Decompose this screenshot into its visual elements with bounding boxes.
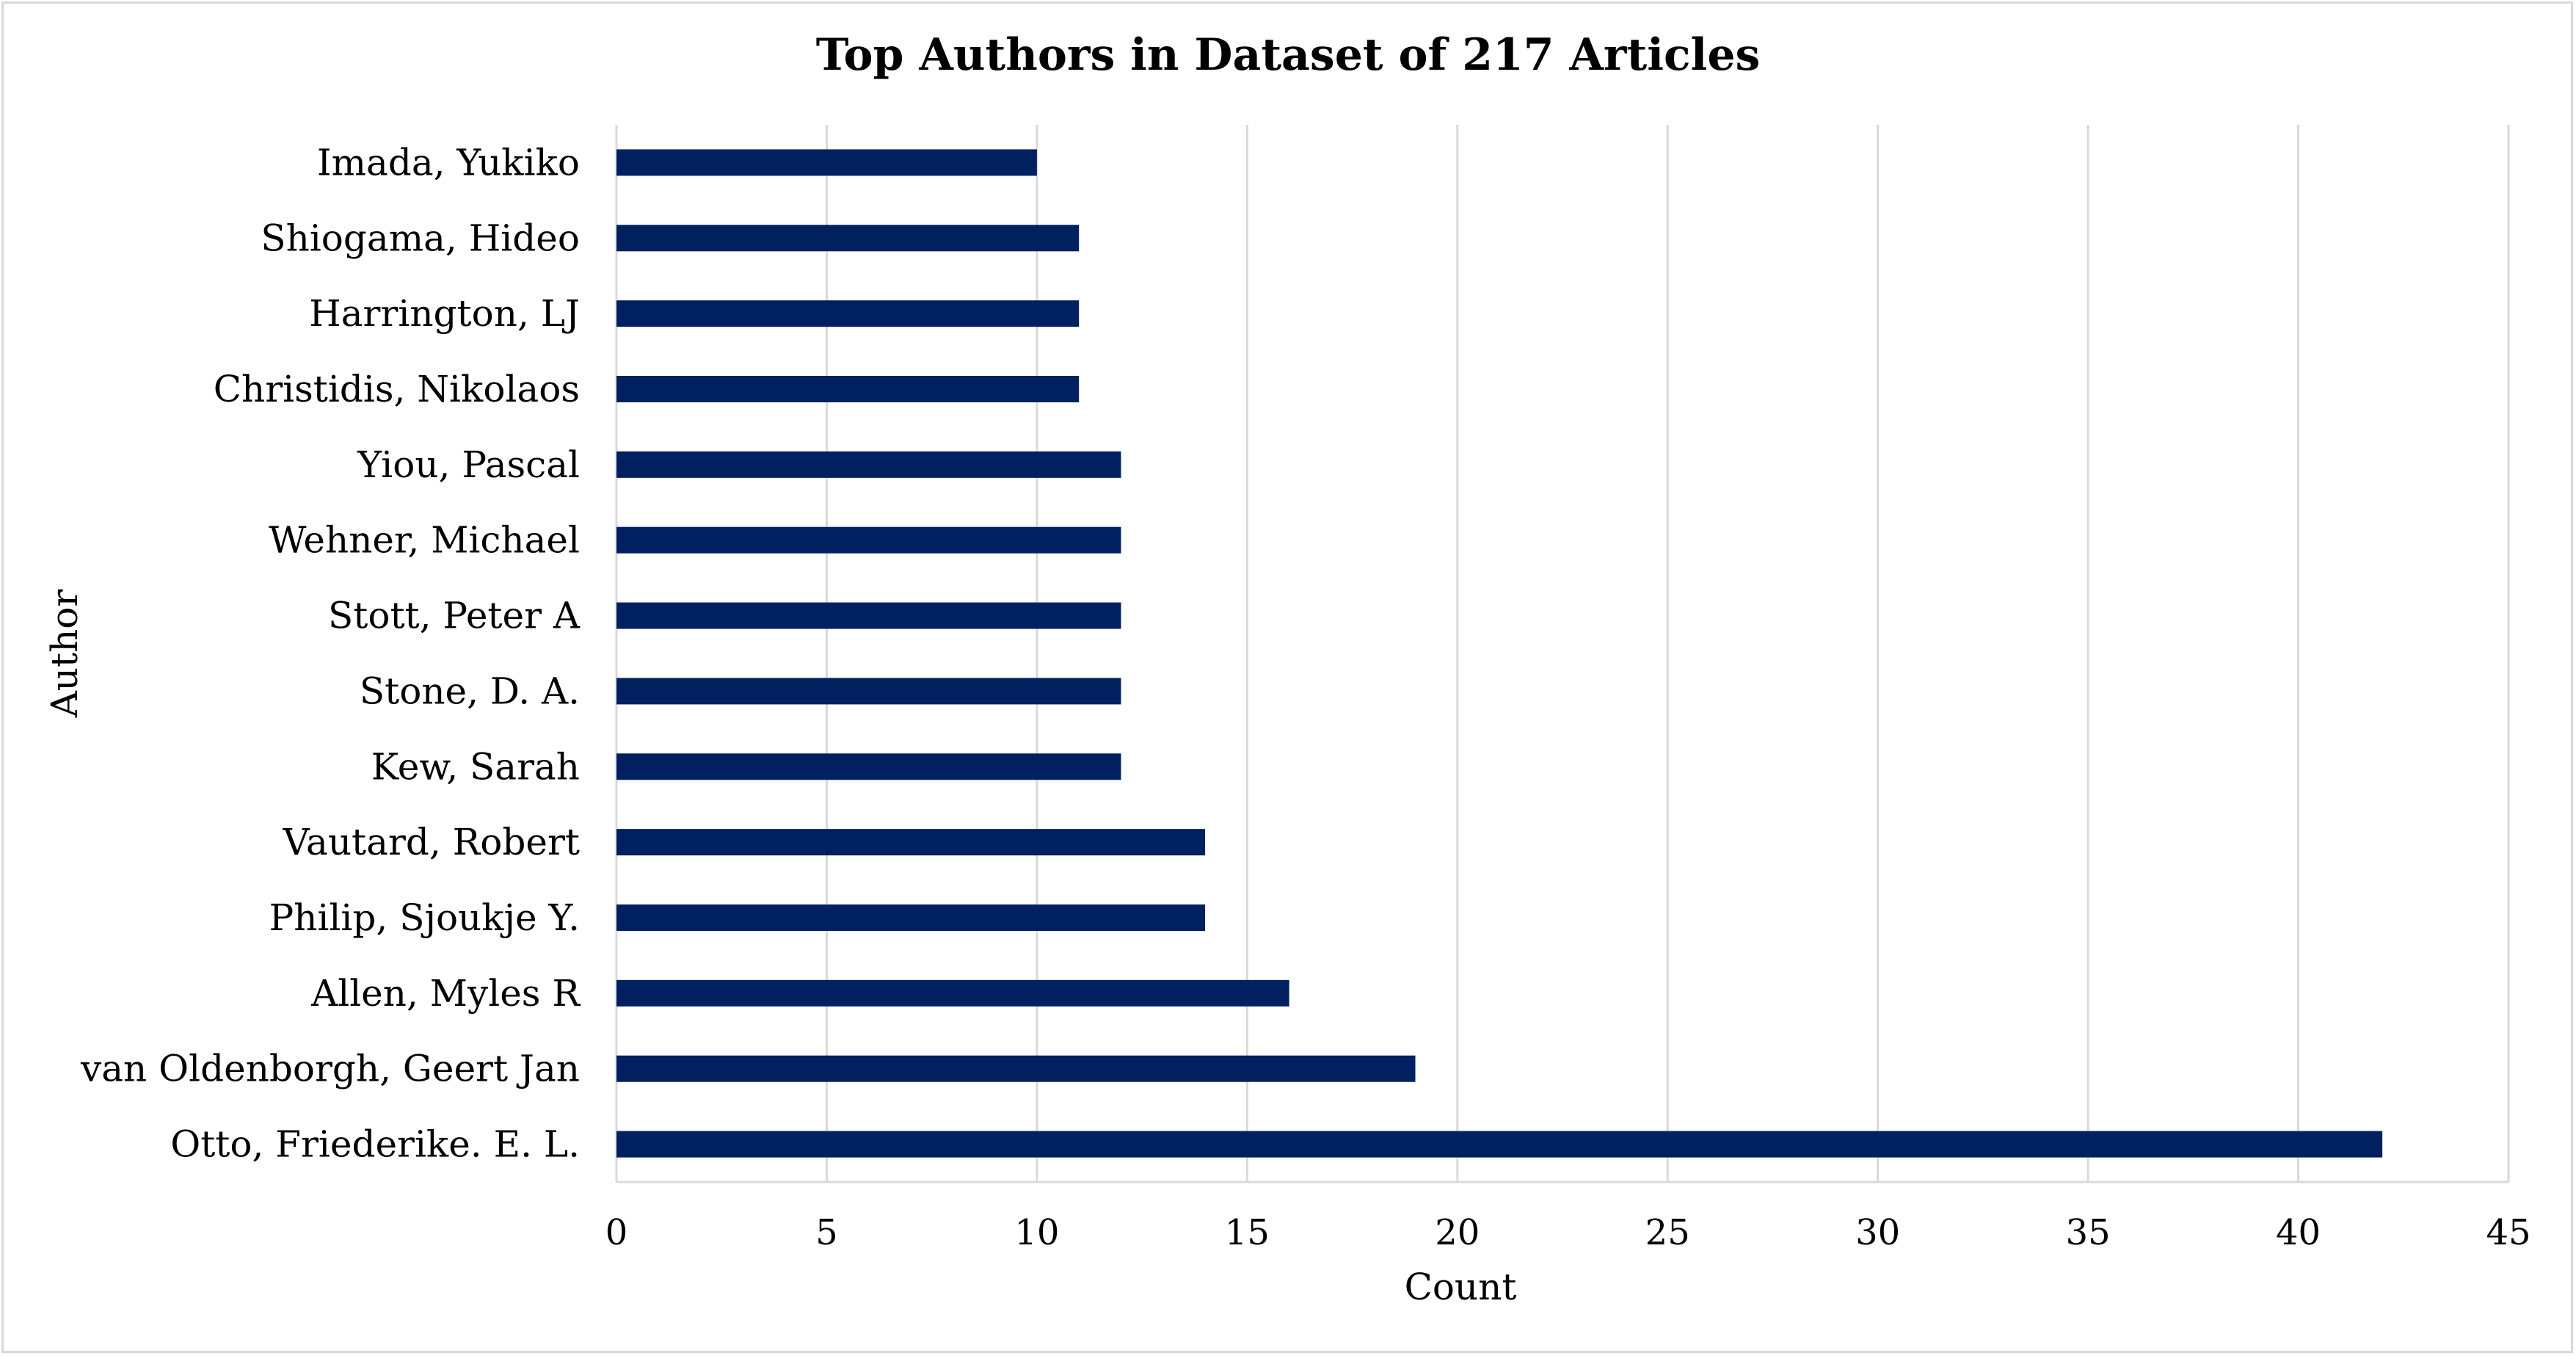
x-axis-title: Count bbox=[1405, 1266, 1517, 1308]
bar bbox=[616, 526, 1121, 554]
bar bbox=[616, 1131, 2383, 1158]
x-tick-label: 40 bbox=[2276, 1212, 2321, 1253]
gridlines bbox=[615, 125, 2510, 1183]
bar bbox=[616, 451, 1121, 478]
x-tick-labels: 0 5 10 15 20 25 30 35 40 45 bbox=[605, 1212, 2531, 1253]
y-axis-title: Author bbox=[43, 590, 86, 719]
category-label: Shiogama, Hideo bbox=[261, 217, 580, 259]
category-label: Allen, Myles R bbox=[310, 972, 581, 1015]
category-label: Yiou, Pascal bbox=[357, 443, 580, 486]
category-label: Philip, Sjoukje Y. bbox=[269, 896, 580, 939]
category-label: Stone, D. A. bbox=[360, 670, 580, 712]
category-label: Imada, Yukiko bbox=[317, 141, 580, 184]
bar bbox=[616, 300, 1080, 327]
category-label: Christidis, Nikolaos bbox=[214, 368, 580, 410]
bar bbox=[616, 753, 1121, 780]
bar bbox=[616, 602, 1121, 629]
bar bbox=[616, 678, 1121, 705]
x-tick-label: 5 bbox=[815, 1212, 838, 1253]
category-label: Harrington, LJ bbox=[309, 292, 580, 335]
x-tick-label: 20 bbox=[1435, 1212, 1480, 1253]
category-label: van Oldenborgh, Geert Jan bbox=[80, 1048, 580, 1090]
bar bbox=[616, 1055, 1416, 1082]
x-tick-label: 10 bbox=[1014, 1212, 1059, 1253]
x-tick-label: 35 bbox=[2066, 1212, 2111, 1253]
x-tick-label: 30 bbox=[1855, 1212, 1900, 1253]
bar bbox=[616, 979, 1289, 1007]
category-label: Stott, Peter A bbox=[328, 595, 581, 637]
x-tick-label: 0 bbox=[605, 1212, 628, 1253]
bars bbox=[616, 149, 2383, 1158]
category-label: Wehner, Michael bbox=[269, 519, 580, 562]
x-tick-label: 25 bbox=[1645, 1212, 1690, 1253]
category-labels: Imada, Yukiko Shiogama, Hideo Harrington, … bbox=[80, 141, 581, 1165]
bar bbox=[616, 829, 1206, 856]
x-tick-label: 45 bbox=[2486, 1212, 2530, 1253]
bar bbox=[616, 904, 1206, 931]
category-label: Vautard, Robert bbox=[283, 821, 580, 863]
bar bbox=[616, 149, 1037, 176]
category-label: Kew, Sarah bbox=[371, 745, 580, 788]
x-tick-label: 15 bbox=[1225, 1212, 1270, 1253]
bar bbox=[616, 376, 1080, 402]
chart-title: Top Authors in Dataset of 217 Articles bbox=[816, 29, 1761, 81]
bar bbox=[616, 225, 1080, 252]
category-label: Otto, Friederike. E. L. bbox=[170, 1123, 580, 1166]
